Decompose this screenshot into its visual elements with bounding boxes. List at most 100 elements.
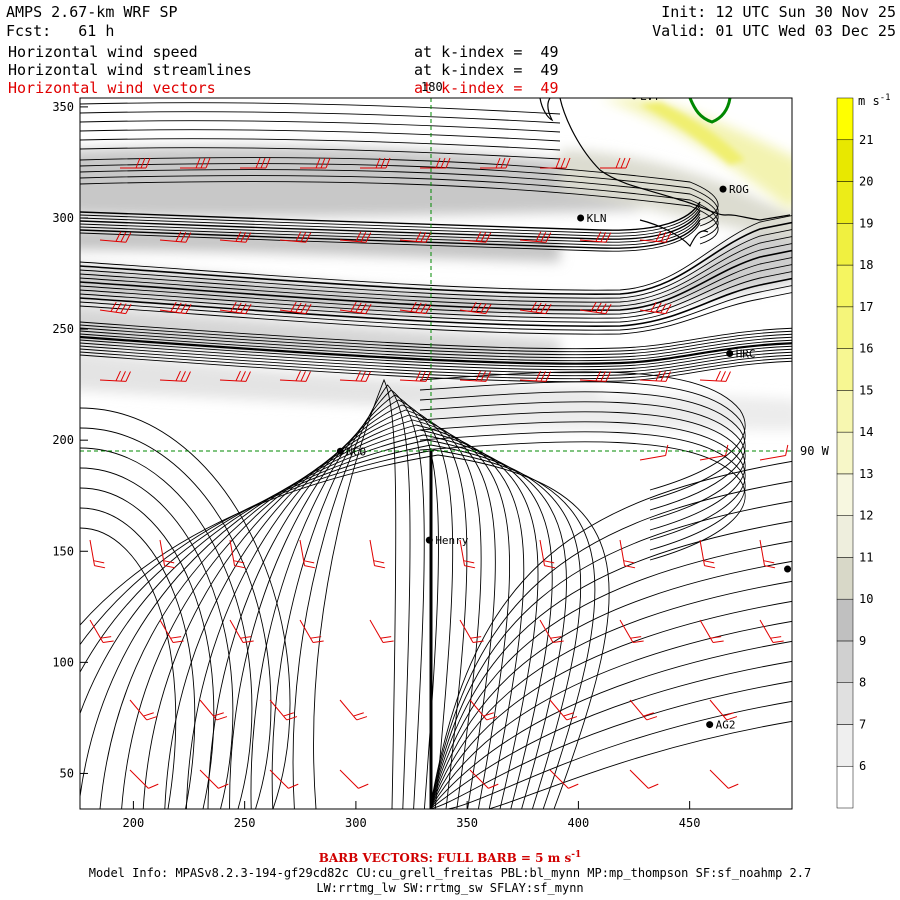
colorbar-level-label: 16 [859,342,873,356]
wind-barb [549,699,578,721]
wind-barb [339,301,372,315]
streamline [80,201,701,231]
wind-barb [639,444,669,461]
colorbar-swatch [836,598,854,642]
wind-barb [639,301,672,315]
forecast-hour: Fcst: 61 h [6,22,115,40]
wind-barb [699,539,716,569]
streamline [80,204,701,234]
y-tick-label: 50 [60,766,74,780]
wind-barb [519,231,552,243]
streamline [80,210,701,240]
wind-barb [699,444,729,461]
wind-barb [399,301,432,315]
field-name: Horizontal wind vectors [8,79,216,97]
wind-barb [369,619,394,644]
streamline [164,414,496,809]
colorbar-level-label: 11 [859,550,873,564]
colorbar-level-label: 19 [859,216,873,230]
wind-barb [539,619,564,644]
wind-barb [759,619,784,644]
wind-barb [709,769,739,789]
y-tick-label: 100 [52,655,74,669]
meridian-label: 180 [421,80,443,94]
streamline [80,102,561,115]
valid-time: Valid: 01 UTC Wed 03 Dec 25 [652,22,896,40]
model-info: Model Info: MPASv8.2.3-194-gf29cd82c CU:… [88,866,812,880]
colorbar-unit: m s-1 [858,93,891,108]
streamline [99,429,539,809]
station-marker [784,565,792,573]
wind-barb [619,619,644,644]
streamline [429,480,792,809]
wind-barb [699,619,724,644]
x-axis: 200 250 300 350 400 450 [123,801,701,830]
streamline [80,221,792,295]
streamline [80,354,792,383]
wind-barb [639,370,671,382]
colorbar-level-label: 12 [859,509,873,523]
wind-barb [469,699,498,721]
streamline [80,335,792,365]
colorbar-swatch [836,223,854,266]
streamline [80,120,561,133]
colorbar-swatch [836,473,854,516]
station-label: Henry [435,534,468,547]
streamline [429,520,792,809]
streamline [80,147,561,160]
wind-barb [629,699,658,721]
colorbar-swatch [836,139,854,182]
wind-barb [579,231,612,243]
wind-barb [519,370,551,382]
wind-barb [279,301,312,315]
wind-barb [159,539,176,569]
streamline [80,339,792,368]
streamline [80,169,719,233]
colorbar-swatch [836,765,854,809]
wind-barb [639,231,672,243]
colorbar-level-label: 6 [859,759,866,773]
streamline [80,257,792,315]
colorbar-level-label: 18 [859,258,873,272]
colorbar-swatch [836,97,854,141]
colorbar-swatch [836,348,854,391]
streamline [80,219,701,249]
wind-barb [579,301,612,315]
streamline [271,389,425,809]
streamline [80,454,610,809]
streamline [80,222,701,252]
x-tick-label: 450 [679,816,701,830]
streamline [429,640,792,809]
streamline [80,342,792,371]
wind-barb [480,157,511,169]
wind-barb [699,370,731,382]
streamline [80,207,701,237]
wind-barb [540,157,571,169]
streamline [80,449,596,809]
wind-barb [269,769,299,789]
streamline [429,620,792,809]
wind-barb [180,157,211,169]
colorbar-swatch [836,682,854,725]
x-tick-label: 350 [456,816,478,830]
streamline [80,447,253,809]
wind-barb [459,301,492,315]
colorbar-level-label: 10 [859,592,873,606]
streamline [80,111,561,124]
wind-barb [549,769,579,789]
station-label: HRC [736,348,756,361]
wind-barb [459,539,476,569]
streamline [80,129,561,142]
streamline [80,229,792,299]
wind-barb [420,157,451,169]
wind-barb [129,699,158,721]
station-marker [719,185,727,193]
wind-barb [299,539,316,569]
streamline [229,399,454,809]
streamline [429,460,792,809]
colorbar-swatch [836,264,854,308]
colorbar-level-label: 8 [859,676,866,690]
colorbar-swatch [836,306,854,349]
streamline [80,285,792,331]
streamline [429,600,792,809]
